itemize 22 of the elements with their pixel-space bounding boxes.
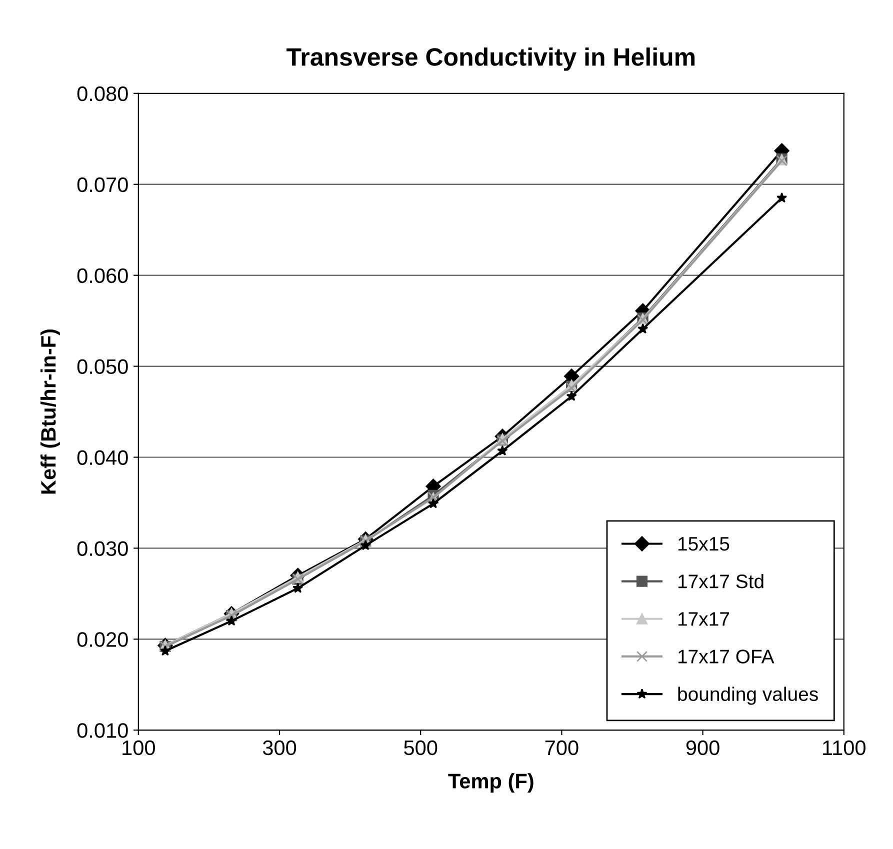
legend-label: 17x17 bbox=[678, 612, 729, 626]
legend-label: 15x15 bbox=[678, 537, 730, 551]
y-tick-label: 0.050 bbox=[77, 359, 128, 374]
x-tick-label: 500 bbox=[404, 740, 438, 756]
legend-label: bounding values bbox=[678, 686, 818, 705]
legend-label: 17x17 OFA bbox=[678, 650, 774, 664]
y-tick-label: 0.020 bbox=[77, 632, 128, 647]
x-tick-label: 100 bbox=[122, 740, 155, 756]
y-axis-title: Keff (Btu/hr-in-F) bbox=[40, 329, 60, 494]
legend-label: 17x17 Std bbox=[678, 574, 764, 588]
y-tick-label: 0.010 bbox=[77, 723, 128, 738]
x-axis-title: Temp (F) bbox=[448, 773, 534, 793]
chart-title: Transverse Conductivity in Helium bbox=[286, 47, 695, 71]
y-tick-label: 0.030 bbox=[77, 541, 128, 556]
x-tick-label: 900 bbox=[686, 740, 720, 756]
y-tick-label: 0.070 bbox=[77, 177, 128, 192]
y-tick-label: 0.060 bbox=[77, 268, 128, 284]
x-tick-label: 300 bbox=[262, 740, 296, 756]
y-tick-label: 0.040 bbox=[77, 450, 128, 465]
x-tick-label: 700 bbox=[545, 740, 578, 756]
y-tick-label: 0.080 bbox=[77, 86, 128, 102]
x-tick-label: 1100 bbox=[823, 740, 866, 756]
